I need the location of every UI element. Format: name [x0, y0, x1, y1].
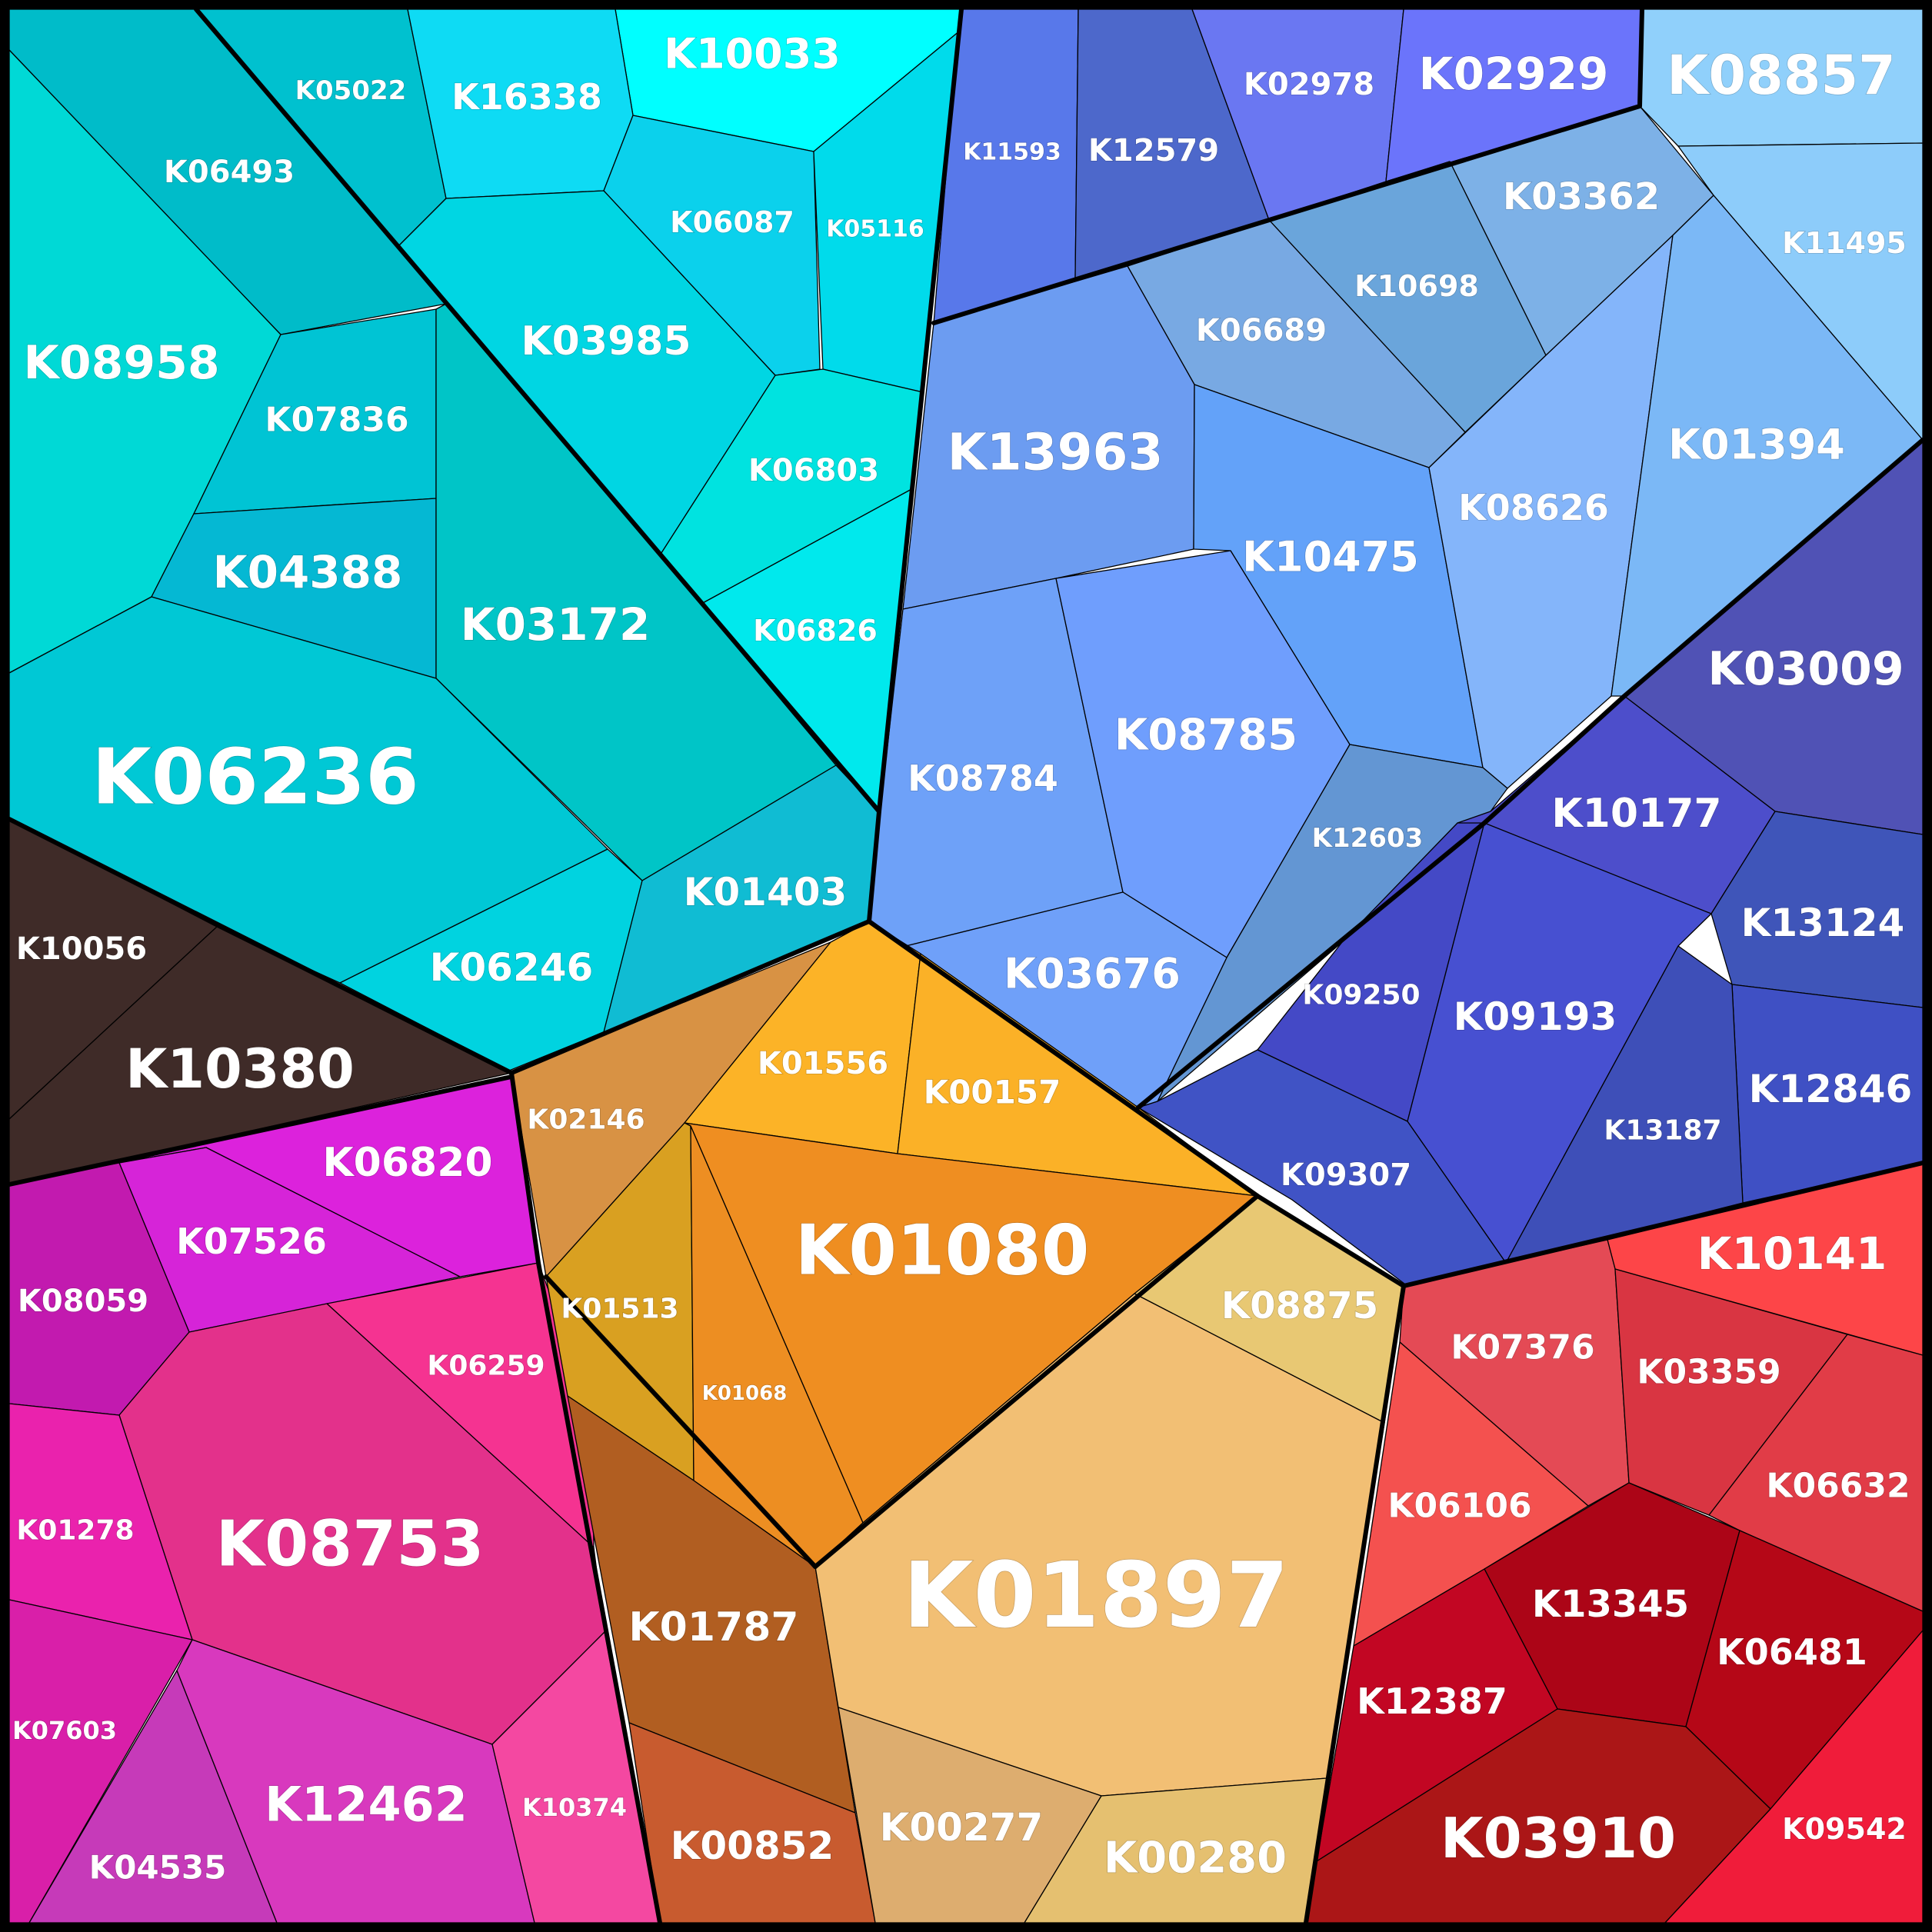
cell-label-k10141: K10141: [1697, 1227, 1887, 1280]
group-border-10: [1401, 1161, 1925, 1288]
cell-label-k00280: K00280: [1104, 1834, 1287, 1884]
cell-label-k01787: K01787: [628, 1604, 798, 1651]
cell-label-k12387: K12387: [1357, 1681, 1507, 1722]
cell-label-k10475: K10475: [1242, 533, 1419, 581]
cell-label-k02146: K02146: [527, 1104, 645, 1136]
cell-label-k00852: K00852: [671, 1824, 834, 1868]
cell-label-k01556: K01556: [758, 1046, 888, 1081]
cell-label-k05116: K05116: [826, 216, 924, 243]
cell-label-k08875: K08875: [1221, 1284, 1378, 1327]
cell-label-k01278: K01278: [16, 1515, 134, 1547]
group-border-6: [7, 1074, 514, 1187]
group-border-9: [813, 1194, 1260, 1569]
cell-label-k10698: K10698: [1354, 269, 1479, 303]
cell-label-k07603: K07603: [12, 1716, 117, 1745]
cell-label-k09542: K09542: [1782, 1812, 1907, 1846]
cell-label-k06246: K06246: [430, 945, 594, 990]
cell-label-k12462: K12462: [265, 1777, 468, 1833]
group-border-2: [931, 7, 1644, 325]
cell-label-k01080: K01080: [795, 1211, 1090, 1291]
cell-label-k12846: K12846: [1749, 1067, 1913, 1111]
cell-label-k01394: K01394: [1668, 421, 1845, 469]
cell-label-k08785: K08785: [1114, 711, 1297, 761]
cell-label-k10380: K10380: [125, 1038, 355, 1101]
cell-label-k10056: K10056: [16, 931, 147, 967]
group-border-1: [867, 7, 964, 924]
cell-label-k13963: K13963: [948, 423, 1164, 482]
cell-label-k06820: K06820: [322, 1140, 492, 1186]
cell-label-k03009: K03009: [1707, 642, 1904, 696]
cell-label-k08626: K08626: [1458, 487, 1609, 528]
cell-label-k03910: K03910: [1441, 1806, 1676, 1870]
cell-label-k02929: K02929: [1419, 48, 1609, 100]
group-border-8: [544, 1274, 818, 1569]
cell-label-k06259: K06259: [427, 1351, 545, 1382]
cell-label-k04535: K04535: [89, 1849, 227, 1887]
cell-label-k00277: K00277: [880, 1805, 1044, 1850]
cell-label-k16338: K16338: [451, 76, 602, 118]
cell-label-k06632: K06632: [1766, 1467, 1910, 1506]
cell-label-k06106: K06106: [1387, 1487, 1531, 1526]
group-border-3: [1136, 438, 1925, 1110]
labels-layer: K10033 K05022 K16338 K06493 K08958 K06087 K051…: [12, 29, 1913, 1887]
cell-label-k03172: K03172: [461, 598, 651, 651]
cell-label-k06481: K06481: [1717, 1631, 1867, 1673]
cell-label-k08784: K08784: [908, 758, 1058, 799]
cell-label-k10374: K10374: [522, 1793, 627, 1822]
cell-label-k06087: K06087: [670, 205, 794, 239]
cell-label-k13345: K13345: [1532, 1583, 1689, 1626]
cell-label-k03985: K03985: [521, 318, 691, 365]
cell-k09307: [1138, 1049, 1507, 1287]
cell-label-k11593: K11593: [963, 139, 1061, 166]
cell-label-k01068: K01068: [702, 1382, 788, 1405]
cell-label-k06826: K06826: [753, 614, 878, 648]
group-border-5: [509, 1071, 662, 1925]
cell-label-k11495: K11495: [1782, 226, 1907, 260]
cell-label-k06689: K06689: [1196, 313, 1327, 348]
cell-label-k03362: K03362: [1503, 175, 1660, 218]
cell-label-k10033: K10033: [664, 30, 841, 78]
cell-label-k13124: K13124: [1741, 901, 1905, 945]
group-borders: [7, 7, 1925, 1925]
cell-label-k10177: K10177: [1551, 791, 1721, 837]
cell-label-k06493: K06493: [164, 155, 295, 190]
cell-label-k07376: K07376: [1451, 1328, 1594, 1367]
cell-label-k07526: K07526: [176, 1221, 327, 1262]
group-border-0: [194, 7, 881, 814]
cell-label-k13187: K13187: [1604, 1115, 1721, 1147]
cell-label-k02978: K02978: [1244, 67, 1374, 102]
cell-label-k03359: K03359: [1637, 1353, 1780, 1392]
cell-k13187: [1505, 945, 1744, 1264]
cell-label-k01513: K01513: [561, 1294, 678, 1325]
cell-label-k08753: K08753: [216, 1508, 485, 1581]
cell-label-k01403: K01403: [684, 870, 848, 914]
cell-label-k01897: K01897: [903, 1542, 1289, 1648]
cell-label-k08958: K08958: [23, 336, 219, 390]
cell-label-k08059: K08059: [18, 1284, 148, 1319]
cell-label-k06236: K06236: [92, 732, 418, 822]
cell-label-k04388: K04388: [213, 546, 403, 598]
group-border-11: [1304, 1284, 1406, 1925]
cell-label-k05022: K05022: [295, 75, 407, 106]
cell-label-k09193: K09193: [1454, 994, 1617, 1039]
cell-label-k12603: K12603: [1312, 823, 1424, 854]
cell-label-k06803: K06803: [748, 453, 879, 488]
cell-label-k00157: K00157: [924, 1074, 1061, 1111]
cell-label-k03676: K03676: [1004, 950, 1181, 998]
cell-label-k08857: K08857: [1667, 44, 1896, 107]
cell-label-k09250: K09250: [1302, 980, 1420, 1011]
cell-label-k07836: K07836: [265, 401, 408, 440]
cell-label-k09307: K09307: [1281, 1158, 1411, 1193]
cell-label-k12579: K12579: [1088, 133, 1219, 168]
